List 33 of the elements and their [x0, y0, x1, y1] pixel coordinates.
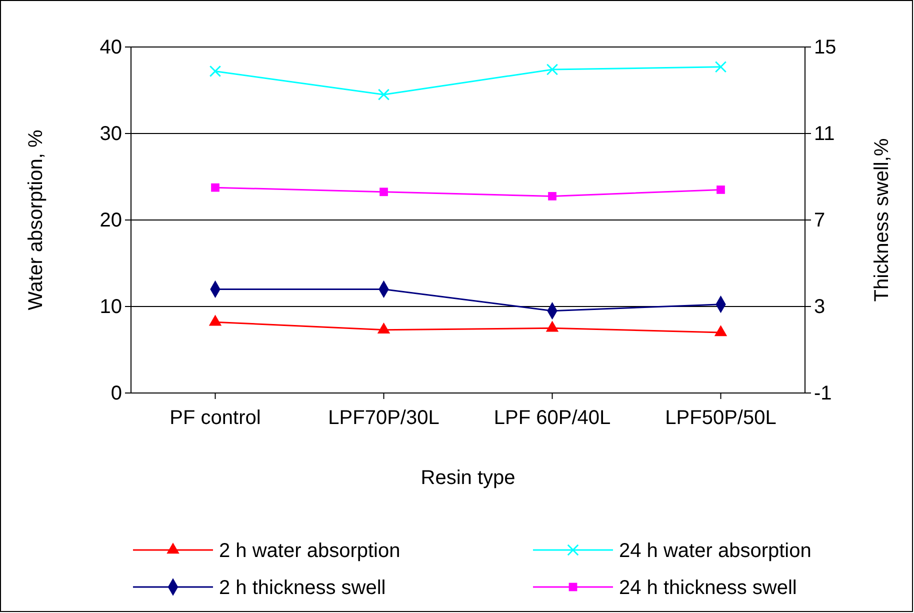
point [378, 88, 390, 100]
point [209, 65, 222, 78]
point [546, 64, 558, 76]
y-tick-label: 30 [100, 122, 122, 145]
legend-label: 24 h water absorption [619, 540, 812, 562]
y-tick-label: 0 [110, 382, 122, 404]
point [211, 183, 220, 192]
y-tick-label: 20 [100, 209, 122, 232]
y-tick-label: 10 [100, 296, 122, 318]
y-tick-label: 40 [100, 36, 122, 58]
y2-tick-label: 7 [814, 209, 826, 232]
legend-label: 2 h thickness swell [219, 577, 386, 599]
point [208, 314, 222, 326]
x-axis-title: Resin type [420, 467, 516, 489]
legend-label: 2 h water absorption [219, 540, 400, 562]
y2-tick-label: 3 [814, 296, 826, 318]
point [377, 322, 390, 334]
y-axis-title: Water absorption, % [25, 130, 47, 310]
y2-axis-title: Thickness swell,% [871, 138, 893, 302]
point [714, 61, 727, 73]
x-tick-label: PF control [170, 407, 261, 429]
legend-label: 24 h thickness swell [619, 577, 797, 599]
x-tick-label: LPF 60P/40L [494, 407, 611, 429]
y2-tick-label: 15 [814, 36, 836, 58]
point [380, 188, 388, 196]
x-tick-label: LPF70P/30L [328, 407, 440, 429]
point [714, 325, 728, 336]
point [546, 320, 559, 332]
point [548, 192, 556, 200]
point [716, 186, 725, 194]
x-tick-label: LPF50P/50L [665, 407, 776, 429]
y2-tick-label: 11 [814, 122, 835, 145]
y2-tick-label: -1 [814, 382, 832, 404]
